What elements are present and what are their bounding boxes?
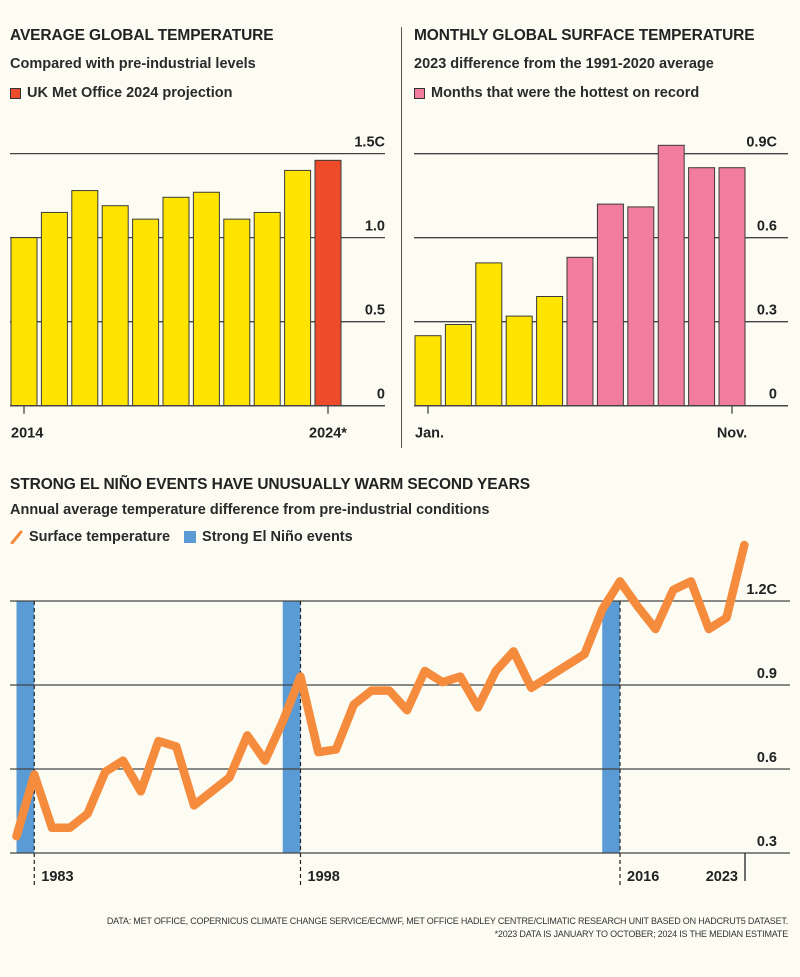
legend-surface-temperature: Surface temperature [29,529,171,545]
bar [101,205,129,407]
monthly-surface-temperature-chart: 0 0.3 0.6 0.9C Jan. Nov. [414,135,788,442]
x-tick-label: Jan. [415,426,444,442]
x-tick-label: 1998 [308,869,340,885]
y-tick-label: 0 [769,387,777,403]
bar [718,167,746,407]
y-tick-label: 0 [377,387,385,403]
bar [657,144,685,407]
bottom-chart-legend: Surface temperature Strong El Niño event… [10,529,353,545]
projection-swatch [10,87,21,99]
bar [444,324,472,407]
y-tick-label: 0.9C [746,135,777,151]
bar [132,218,160,407]
el-nino-temperature-chart: 0.3 0.6 0.9 1.2C 1983 1998 2016 2023 [10,540,790,885]
y-tick-label: 0.3 [757,303,777,319]
source-note: DATA: MET OFFICE, COPERNICUS CLIMATE CHA… [106,916,788,926]
el-nino-swatch [184,531,197,543]
x-tick-label: 2016 [627,869,659,885]
bar [40,211,68,407]
bar [71,190,99,407]
bottom-chart-subtitle: Annual average temperature difference fr… [10,502,490,518]
y-tick-label: 0.6 [757,750,777,766]
bar [223,218,251,407]
y-tick-label: 0.5 [365,303,385,319]
y-tick-label: 1.0 [365,219,385,235]
bar [596,203,624,407]
bar [505,315,533,407]
x-tick-label: 2014 [11,426,43,442]
average-global-temperature-chart: 0 0.5 1.0 1.5C 2014 2024* [10,135,386,442]
legend-el-nino: Strong El Niño events [202,529,353,545]
y-tick-label: 1.2C [746,582,777,598]
panel-divider [401,27,402,448]
right-chart-title: MONTHLY GLOBAL SURFACE TEMPERATURE [414,27,755,44]
bar [536,296,564,407]
left-chart-legend-label: UK Met Office 2024 projection [27,85,233,101]
bar [566,256,594,407]
left-chart-subtitle: Compared with pre-industrial levels [10,56,256,72]
orange-line-legend-icon [10,530,23,544]
bar [253,211,281,407]
right-chart-legend-label: Months that were the hottest on record [431,85,700,101]
bar [284,169,312,407]
y-tick-label: 1.5C [354,135,385,151]
x-tick-label: 2024* [309,426,347,442]
left-chart-legend: UK Met Office 2024 projection [10,85,232,101]
y-tick-label: 0.6 [757,219,777,235]
bar [314,159,342,407]
bar [475,262,503,407]
y-tick-label: 0.9 [757,666,777,682]
x-tick-label: 1983 [41,869,73,885]
right-chart-subtitle: 2023 difference from the 1991-2020 avera… [414,56,714,72]
right-chart-legend: Months that were the hottest on record [414,85,699,101]
bar [627,206,655,407]
x-tick-label: 2023 [706,869,738,885]
bar [688,167,716,407]
el-nino-bar [602,601,620,853]
bar [162,196,190,407]
surface-temperature-line [12,540,749,841]
bar [192,191,220,407]
bar [10,237,38,407]
y-tick-label: 0.3 [757,834,777,850]
el-nino-bar [282,601,301,853]
bar [414,335,442,407]
bottom-chart-title: STRONG EL NIÑO EVENTS HAVE UNUSUALLY WAR… [10,476,530,493]
left-chart-title: AVERAGE GLOBAL TEMPERATURE [10,27,274,44]
hottest-month-swatch [414,87,425,99]
x-tick-label: Nov. [717,426,747,442]
footnote: *2023 DATA IS JANUARY TO OCTOBER; 2024 I… [494,929,789,939]
